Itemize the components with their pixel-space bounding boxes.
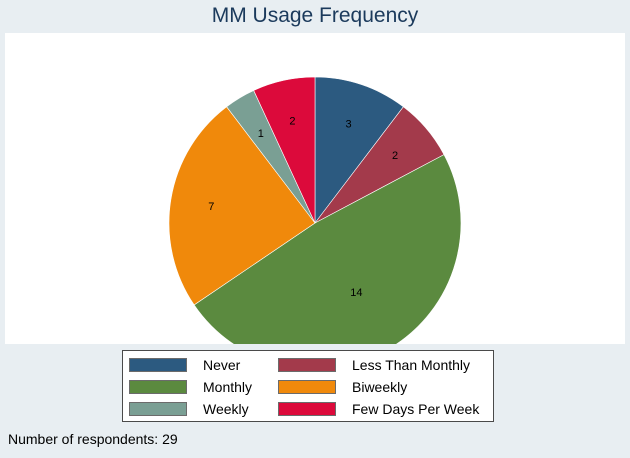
legend-item-never: Never (129, 355, 240, 375)
slice-label-biweekly: 7 (208, 201, 214, 213)
legend-item-weekly: Weekly (129, 399, 249, 419)
slice-label-monthly: 14 (350, 287, 362, 299)
pie-slice-monthly (193, 154, 462, 344)
legend-item-monthly: Monthly (129, 377, 252, 397)
pie-slice-never (314, 76, 404, 224)
legend-label: Biweekly (352, 379, 408, 395)
legend-swatch (129, 380, 187, 394)
legend-swatch (278, 402, 336, 416)
legend-swatch (129, 402, 187, 416)
legend-swatch (278, 380, 336, 394)
pie-chart: 3 2 14 7 1 2 (168, 76, 462, 344)
legend: Never Less Than Monthly Monthly Biweekly Wee… (122, 350, 494, 422)
slice-label-few-days-per-week: 2 (289, 115, 295, 127)
legend-label: Monthly (203, 379, 253, 395)
slice-label-never: 3 (346, 118, 352, 130)
slice-label-weekly: 1 (258, 128, 264, 140)
legend-item-few-days-per-week: Few Days Per Week (278, 399, 479, 419)
plot-area: 3 2 14 7 1 2 (5, 33, 625, 344)
legend-label: Less Than Monthly (352, 357, 471, 373)
slice-label-less-than-monthly: 2 (392, 150, 398, 162)
legend-label: Few Days Per Week (352, 401, 480, 417)
legend-label: Weekly (203, 401, 249, 417)
legend-swatch (278, 358, 336, 372)
legend-item-biweekly: Biweekly (278, 377, 407, 397)
legend-swatch (129, 358, 187, 372)
legend-label: Never (203, 357, 241, 373)
legend-item-less-than-monthly: Less Than Monthly (278, 355, 470, 375)
footnote: Number of respondents: 29 (8, 431, 178, 447)
pie-slice-biweekly (168, 106, 316, 306)
chart-title: MM Usage Frequency (211, 4, 419, 27)
pie-slice-few-days-per-week (253, 76, 316, 224)
